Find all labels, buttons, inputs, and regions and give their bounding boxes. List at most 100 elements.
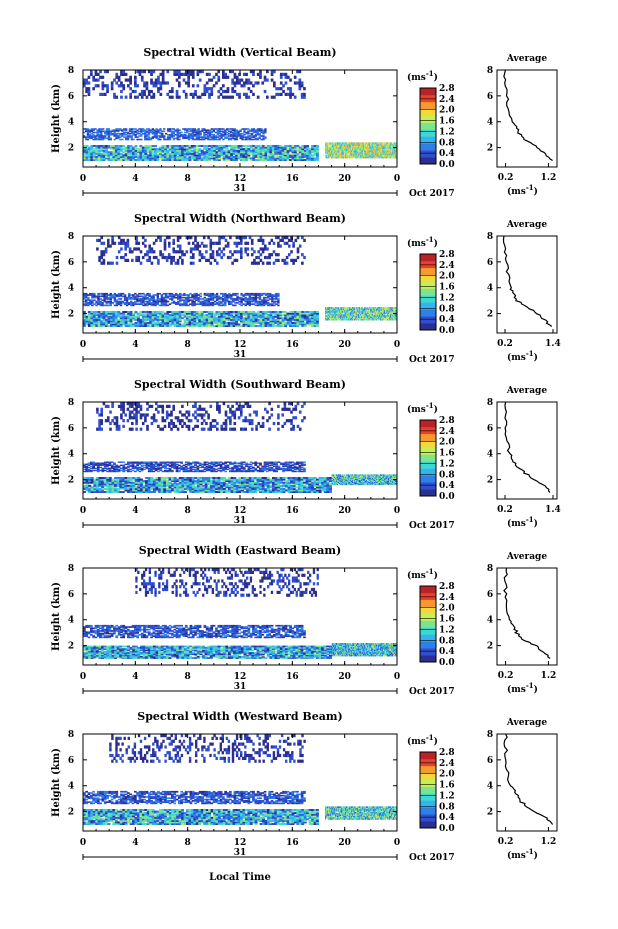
heatmap-cell (235, 314, 238, 317)
heatmap-cell (154, 149, 157, 152)
heatmap-cell (92, 128, 95, 130)
heatmap-cell (156, 317, 160, 320)
heatmap-cell (83, 298, 86, 300)
heatmap-cell (335, 314, 337, 317)
heatmap-cell (296, 312, 300, 315)
heatmap-cell (254, 81, 258, 85)
heatmap-cell (351, 154, 353, 157)
heatmap-cell (127, 311, 131, 313)
heatmap-cell (197, 136, 200, 138)
heatmap-cell (224, 304, 227, 307)
heatmap-cell (179, 295, 182, 298)
heatmap-cell (225, 318, 229, 321)
heatmap-cell (235, 92, 239, 96)
heatmap-cell (286, 148, 290, 151)
heatmap-cell (94, 135, 97, 137)
heatmap-cell (372, 150, 374, 153)
heatmap-cell (209, 238, 213, 242)
heatmap-cell (395, 150, 397, 153)
heatmap-cell (298, 81, 302, 85)
heatmap-cell (109, 131, 112, 134)
heatmap-cell (388, 154, 390, 157)
heatmap-cell (129, 325, 133, 327)
heatmap-cell (213, 145, 216, 147)
heatmap-cell (303, 145, 307, 147)
heatmap-cell (340, 318, 342, 321)
heatmap-cell (130, 294, 133, 296)
heatmap-cell (311, 159, 314, 161)
heatmap-cell (259, 325, 263, 327)
heatmap-cell (313, 325, 317, 327)
heatmap-cell (337, 151, 339, 154)
heatmap-cell (269, 320, 273, 323)
heatmap-cell (262, 131, 265, 134)
heatmap-cell (244, 148, 248, 151)
heatmap-cell (159, 154, 162, 157)
heatmap-cell (170, 299, 174, 302)
heatmap-cell (215, 157, 219, 160)
heatmap-cell (252, 148, 256, 151)
heatmap-cell (250, 134, 254, 136)
heatmap-cell (200, 314, 204, 317)
heatmap-cell (149, 149, 153, 152)
heatmap-cell (134, 84, 137, 88)
heatmap-cell (144, 321, 148, 324)
heatmap-cell (332, 318, 334, 321)
heatmap-cell (100, 320, 104, 323)
heatmap-cell (168, 155, 172, 158)
heatmap-cell (240, 253, 243, 257)
heatmap-cell (147, 92, 151, 96)
heatmap-cell (91, 299, 94, 302)
heatmap-cell (163, 138, 166, 141)
heatmap-cell (231, 95, 234, 99)
heatmap-cell (393, 145, 395, 148)
colorbar-tick-label: 2.8 (439, 84, 455, 94)
heatmap-cell (170, 135, 174, 137)
heatmap-cell (117, 151, 121, 154)
heatmap-cell (119, 129, 122, 131)
heatmap-cell (210, 152, 214, 155)
heatmap-cell (215, 318, 219, 321)
heatmap-cell (247, 320, 251, 323)
heatmap-cell (269, 154, 273, 157)
heatmap-cell (259, 318, 263, 321)
heatmap-cell (101, 302, 104, 304)
heatmap-cell (205, 317, 209, 320)
heatmap-cell (380, 156, 382, 159)
heatmap-cell (370, 151, 372, 154)
heatmap-cell (135, 255, 138, 260)
heatmap-cell (264, 325, 268, 327)
heatmap-cell (343, 156, 345, 159)
heatmap-cell (99, 303, 102, 305)
heatmap-cell (107, 128, 111, 130)
heatmap-cell (289, 314, 292, 317)
heatmap-cell (102, 157, 106, 160)
heatmap-cell (210, 148, 214, 151)
heatmap-cell (188, 148, 192, 151)
heatmap-cell (197, 299, 200, 302)
heatmap-cell (329, 318, 331, 321)
heatmap-cell (176, 317, 180, 320)
heatmap-cell (123, 128, 126, 130)
heatmap-cell (296, 148, 300, 151)
heatmap-cell (129, 92, 132, 96)
heatmap-cell (392, 142, 394, 145)
heatmap-cell (376, 153, 378, 156)
heatmap-cell (249, 317, 253, 320)
heatmap-cell (283, 241, 287, 245)
heatmap-cell (205, 130, 208, 133)
heatmap-cell (83, 149, 86, 152)
heatmap-cell (337, 148, 339, 151)
heatmap-cell (149, 137, 153, 140)
heatmap-cell (90, 312, 94, 315)
heatmap-cell (186, 146, 189, 149)
heatmap-cell (159, 318, 162, 321)
heatmap-cell (217, 146, 221, 149)
heatmap-cell (361, 147, 363, 150)
heatmap-cell (281, 155, 285, 158)
heatmap-cell (271, 146, 275, 149)
heatmap-cell (275, 292, 278, 295)
heatmap-cell (229, 255, 232, 260)
heatmap-cell (255, 261, 258, 265)
heatmap-cell (330, 148, 332, 151)
